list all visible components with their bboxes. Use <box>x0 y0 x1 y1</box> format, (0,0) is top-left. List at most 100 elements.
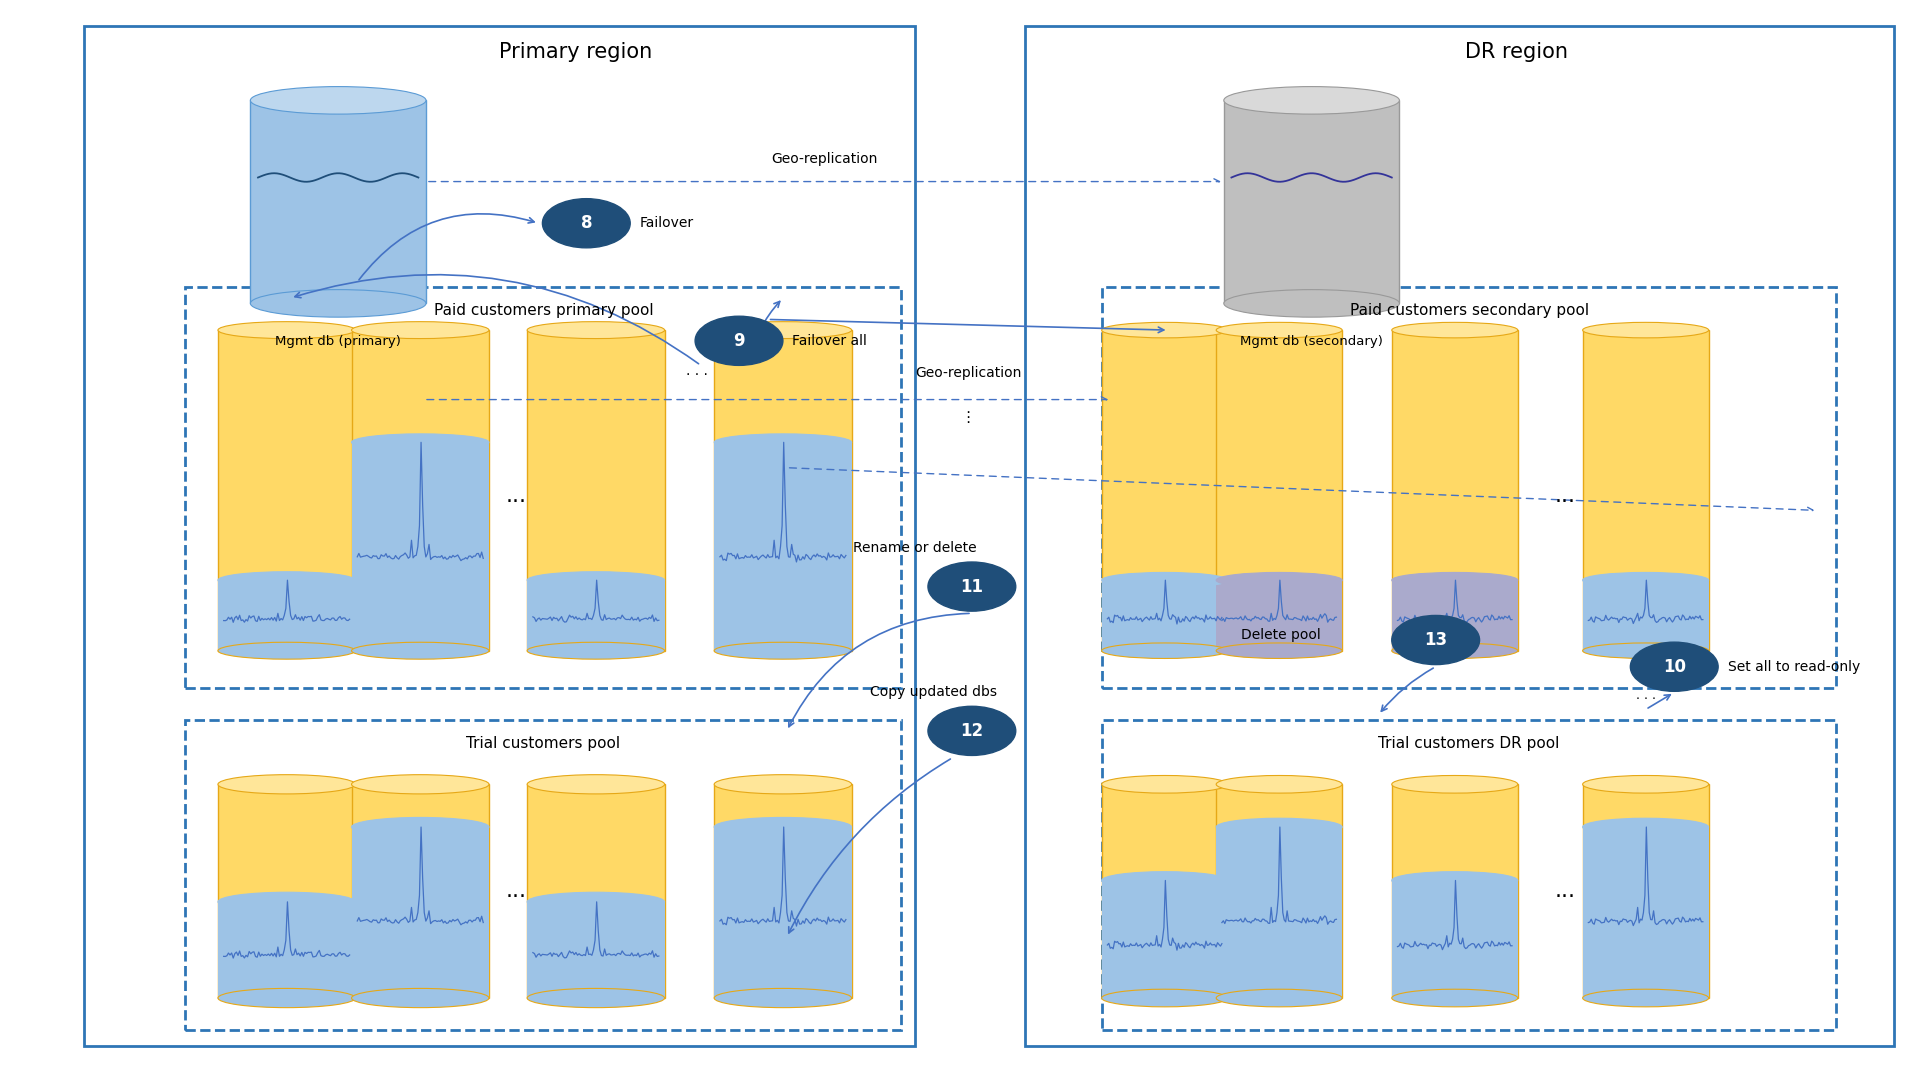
Text: Failover all: Failover all <box>792 334 866 348</box>
Polygon shape <box>1392 881 1518 998</box>
Polygon shape <box>351 443 489 651</box>
Ellipse shape <box>1392 871 1518 890</box>
Ellipse shape <box>351 642 489 659</box>
Ellipse shape <box>1102 775 1227 793</box>
Ellipse shape <box>351 322 489 338</box>
Text: DR region: DR region <box>1465 42 1568 61</box>
Ellipse shape <box>715 774 851 794</box>
Text: Delete pool: Delete pool <box>1242 628 1321 642</box>
Text: 10: 10 <box>1662 658 1685 675</box>
Ellipse shape <box>1583 572 1708 588</box>
Text: Primary region: Primary region <box>498 42 652 61</box>
Ellipse shape <box>351 434 489 451</box>
Text: Set all to read-only: Set all to read-only <box>1727 660 1859 674</box>
Text: 9: 9 <box>732 332 746 350</box>
Polygon shape <box>1102 331 1227 651</box>
Ellipse shape <box>1102 572 1227 588</box>
Polygon shape <box>1215 784 1342 998</box>
Text: 12: 12 <box>960 722 983 740</box>
Polygon shape <box>251 100 426 304</box>
Ellipse shape <box>527 989 665 1008</box>
Polygon shape <box>1583 827 1708 998</box>
Polygon shape <box>1583 331 1708 651</box>
Text: Trial customers DR pool: Trial customers DR pool <box>1378 737 1560 751</box>
Text: Geo-replication: Geo-replication <box>773 152 878 166</box>
Polygon shape <box>1392 784 1518 998</box>
Polygon shape <box>1102 881 1227 998</box>
Text: Paid customers primary pool: Paid customers primary pool <box>433 304 654 319</box>
Ellipse shape <box>1223 86 1399 114</box>
Ellipse shape <box>1392 643 1518 658</box>
Ellipse shape <box>715 817 851 837</box>
Polygon shape <box>527 581 665 651</box>
Ellipse shape <box>219 572 355 589</box>
Ellipse shape <box>1392 775 1518 793</box>
Ellipse shape <box>1215 572 1342 588</box>
Text: Mgmt db (secondary): Mgmt db (secondary) <box>1240 335 1382 349</box>
Ellipse shape <box>1392 572 1518 588</box>
Text: ...: ... <box>1555 486 1576 506</box>
Ellipse shape <box>251 290 426 317</box>
Polygon shape <box>527 331 665 651</box>
Polygon shape <box>1102 581 1227 651</box>
Ellipse shape <box>1215 989 1342 1007</box>
Ellipse shape <box>1215 819 1342 836</box>
Text: ...: ... <box>1555 881 1576 900</box>
Polygon shape <box>1215 331 1342 651</box>
Ellipse shape <box>527 642 665 659</box>
Ellipse shape <box>1215 643 1342 658</box>
Ellipse shape <box>527 774 665 794</box>
Ellipse shape <box>351 774 489 794</box>
Ellipse shape <box>219 892 355 911</box>
Ellipse shape <box>1102 643 1227 658</box>
Text: Mgmt db (primary): Mgmt db (primary) <box>276 335 401 349</box>
Ellipse shape <box>219 989 355 1008</box>
Ellipse shape <box>219 322 355 338</box>
Ellipse shape <box>1392 989 1518 1007</box>
Polygon shape <box>527 901 665 998</box>
Polygon shape <box>715 827 851 998</box>
Ellipse shape <box>219 774 355 794</box>
Ellipse shape <box>715 642 851 659</box>
Ellipse shape <box>1392 322 1518 338</box>
Text: 11: 11 <box>960 577 983 596</box>
Ellipse shape <box>1583 989 1708 1007</box>
Polygon shape <box>1392 331 1518 651</box>
Text: ⋮: ⋮ <box>960 410 976 425</box>
Polygon shape <box>1102 784 1227 998</box>
Polygon shape <box>219 901 355 998</box>
Text: ...: ... <box>506 486 525 506</box>
Text: Paid customers secondary pool: Paid customers secondary pool <box>1350 304 1589 319</box>
Ellipse shape <box>351 817 489 837</box>
Ellipse shape <box>1102 989 1227 1007</box>
Polygon shape <box>527 784 665 998</box>
Polygon shape <box>351 827 489 998</box>
Text: Geo-replication: Geo-replication <box>914 366 1022 380</box>
Circle shape <box>1392 615 1480 665</box>
Polygon shape <box>1215 581 1342 651</box>
Ellipse shape <box>1583 643 1708 658</box>
Text: ⋅ ⋅ ⋅: ⋅ ⋅ ⋅ <box>686 367 707 381</box>
Text: ⋅ ⋅ ⋅: ⋅ ⋅ ⋅ <box>1635 694 1656 707</box>
Ellipse shape <box>527 572 665 589</box>
Text: ...: ... <box>506 881 525 900</box>
Polygon shape <box>351 784 489 998</box>
Circle shape <box>1629 642 1718 691</box>
Ellipse shape <box>251 86 426 114</box>
Ellipse shape <box>219 642 355 659</box>
Text: Rename or delete: Rename or delete <box>853 541 976 555</box>
Text: Failover: Failover <box>640 216 694 230</box>
Polygon shape <box>1215 827 1342 998</box>
Polygon shape <box>1223 100 1399 304</box>
Polygon shape <box>715 331 851 651</box>
Polygon shape <box>1392 581 1518 651</box>
Ellipse shape <box>1102 871 1227 890</box>
Polygon shape <box>219 331 355 651</box>
Polygon shape <box>715 443 851 651</box>
Text: 8: 8 <box>581 214 592 233</box>
Circle shape <box>928 562 1016 611</box>
Text: 13: 13 <box>1424 631 1447 649</box>
Ellipse shape <box>527 322 665 338</box>
Polygon shape <box>715 784 851 998</box>
Ellipse shape <box>1215 775 1342 793</box>
